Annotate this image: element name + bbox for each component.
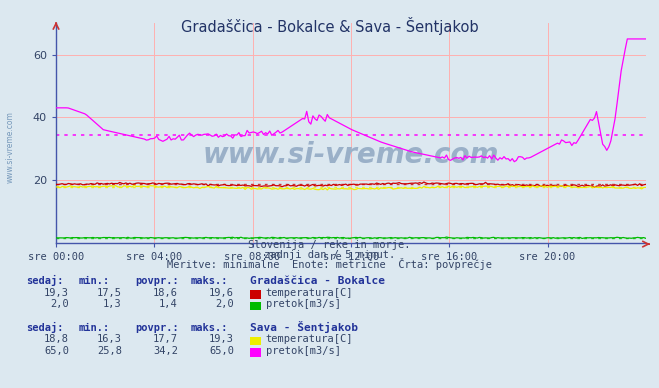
Text: Meritve: minimalne  Enote: metrične  Črta: povprečje: Meritve: minimalne Enote: metrične Črta:… (167, 258, 492, 270)
Text: 18,8: 18,8 (44, 334, 69, 344)
Text: povpr.:: povpr.: (135, 322, 179, 333)
Text: povpr.:: povpr.: (135, 276, 179, 286)
Text: Sava - Šentjakob: Sava - Šentjakob (250, 320, 358, 333)
Text: 34,2: 34,2 (153, 346, 178, 356)
Text: Slovenija / reke in morje.: Slovenija / reke in morje. (248, 240, 411, 250)
Text: www.si-vreme.com: www.si-vreme.com (5, 111, 14, 184)
Text: 19,3: 19,3 (44, 288, 69, 298)
Text: 65,0: 65,0 (44, 346, 69, 356)
Text: pretok[m3/s]: pretok[m3/s] (266, 299, 341, 309)
Text: 25,8: 25,8 (97, 346, 122, 356)
Text: 1,3: 1,3 (103, 299, 122, 309)
Text: temperatura[C]: temperatura[C] (266, 288, 353, 298)
Text: 2,0: 2,0 (51, 299, 69, 309)
Text: pretok[m3/s]: pretok[m3/s] (266, 346, 341, 356)
Text: temperatura[C]: temperatura[C] (266, 334, 353, 344)
Text: 1,4: 1,4 (159, 299, 178, 309)
Text: min.:: min.: (79, 322, 110, 333)
Text: 65,0: 65,0 (209, 346, 234, 356)
Text: maks.:: maks.: (191, 322, 229, 333)
Text: sedaj:: sedaj: (26, 275, 64, 286)
Text: 2,0: 2,0 (215, 299, 234, 309)
Text: 17,7: 17,7 (153, 334, 178, 344)
Text: Gradaščica - Bokalce: Gradaščica - Bokalce (250, 276, 386, 286)
Text: 19,3: 19,3 (209, 334, 234, 344)
Text: www.si-vreme.com: www.si-vreme.com (203, 141, 499, 169)
Text: Gradaščica - Bokalce & Sava - Šentjakob: Gradaščica - Bokalce & Sava - Šentjakob (181, 17, 478, 35)
Text: 17,5: 17,5 (97, 288, 122, 298)
Text: 19,6: 19,6 (209, 288, 234, 298)
Text: 16,3: 16,3 (97, 334, 122, 344)
Text: maks.:: maks.: (191, 276, 229, 286)
Text: 18,6: 18,6 (153, 288, 178, 298)
Text: zadnji dan / 5 minut.: zadnji dan / 5 minut. (264, 250, 395, 260)
Text: sedaj:: sedaj: (26, 322, 64, 333)
Text: min.:: min.: (79, 276, 110, 286)
